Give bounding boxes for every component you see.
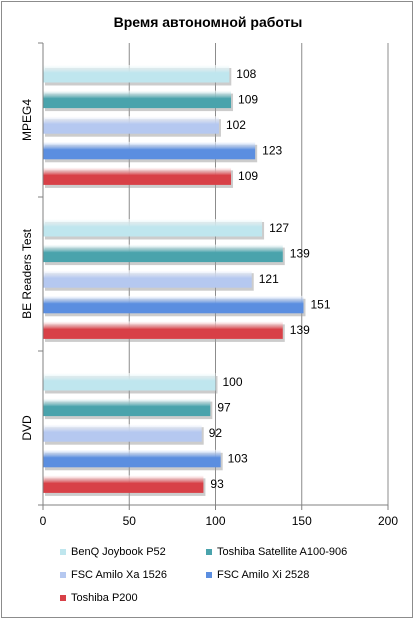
data-label: 121 — [259, 272, 279, 286]
bar — [43, 475, 204, 493]
bar — [43, 321, 283, 339]
legend-swatch — [206, 549, 212, 555]
data-label: 151 — [310, 298, 330, 312]
data-label: 109 — [238, 169, 258, 183]
legend-item: FSC Amilo Xi 2528 — [206, 569, 309, 581]
bar — [43, 90, 232, 109]
legend-item: Toshiba P200 — [60, 592, 138, 604]
legend-swatch — [60, 549, 66, 555]
legend-label: Toshiba Satellite A100-906 — [217, 546, 348, 558]
bar — [43, 270, 252, 288]
bar — [43, 65, 230, 83]
bar — [43, 244, 283, 263]
category-label: MPEG4 — [20, 99, 34, 141]
data-label: 93 — [210, 477, 224, 491]
data-label: 97 — [217, 400, 231, 414]
x-tick-label: 200 — [378, 514, 398, 528]
bar — [43, 449, 221, 468]
bar — [43, 373, 216, 391]
data-label: 100 — [223, 375, 243, 389]
bar — [43, 219, 263, 237]
bar — [43, 116, 219, 134]
data-label: 108 — [236, 67, 256, 81]
legend-swatch — [206, 572, 212, 578]
x-tick-label: 150 — [292, 514, 312, 528]
bar — [43, 424, 202, 442]
bar — [43, 295, 304, 314]
data-label: 102 — [226, 118, 246, 132]
data-label: 103 — [228, 452, 248, 466]
legend-label: FSC Amilo Xi 2528 — [217, 569, 310, 581]
legend-label: Toshiba P200 — [71, 592, 138, 604]
data-label: 139 — [290, 246, 310, 260]
legend-item: BenQ Joybook P52 — [60, 546, 166, 558]
legend-item: Toshiba Satellite A100-906 — [206, 546, 347, 558]
legend-item: FSC Amilo Xa 1526 — [60, 569, 167, 581]
bar — [43, 398, 211, 417]
legend-swatch — [60, 595, 66, 601]
category-label: BE Readers Test — [20, 228, 34, 318]
bar — [43, 167, 232, 185]
legend-swatch — [60, 572, 66, 578]
data-label: 123 — [262, 144, 282, 158]
legend-label: BenQ Joybook P52 — [71, 546, 166, 558]
data-label: 139 — [290, 323, 310, 337]
legend-label: FSC Amilo Xa 1526 — [71, 569, 167, 581]
chart-title: Время автономной работы — [114, 14, 303, 30]
data-label: 92 — [209, 426, 223, 440]
bar — [43, 141, 256, 160]
x-tick-label: 50 — [123, 514, 137, 528]
category-label: DVD — [20, 415, 34, 441]
x-tick-label: 0 — [40, 514, 47, 528]
x-tick-label: 100 — [205, 514, 225, 528]
data-label: 127 — [269, 221, 289, 235]
data-label: 109 — [238, 92, 258, 106]
